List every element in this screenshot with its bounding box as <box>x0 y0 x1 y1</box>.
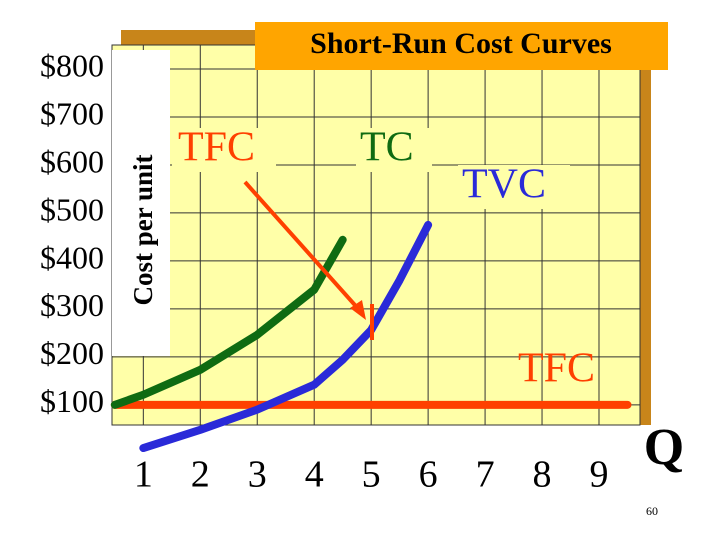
y-tick-label: $800 <box>40 47 104 83</box>
x-tick-label: 4 <box>305 454 324 496</box>
x-tick-label: 7 <box>476 454 495 496</box>
y-tick-label: $700 <box>40 95 104 131</box>
series-line <box>110 235 347 409</box>
x-tick-label: 9 <box>589 454 608 496</box>
y-axis-label: Cost per unit <box>128 154 158 305</box>
x-tick-label: 1 <box>134 454 153 496</box>
y-tick-label: $300 <box>40 287 104 323</box>
label-bg <box>458 165 570 209</box>
title-box <box>255 22 668 70</box>
page-number: 60 <box>646 504 658 518</box>
annotation: TFC <box>178 125 255 171</box>
y-tick-label: $600 <box>40 143 104 179</box>
arrow <box>243 180 364 315</box>
y-tick-label: $500 <box>40 191 104 227</box>
annotation: TC <box>360 125 414 171</box>
series-line <box>139 220 433 453</box>
x-tick-label: 2 <box>191 454 210 496</box>
label-bg <box>356 128 432 172</box>
x-tick-label: 8 <box>533 454 552 496</box>
annotation: TFC <box>518 346 595 392</box>
annotation: TVC <box>462 162 546 208</box>
x-tick-label: 6 <box>419 454 438 496</box>
x-tick-label: 3 <box>248 454 267 496</box>
y-tick-label: $200 <box>40 335 104 371</box>
chart-title: Short-Run Cost Curves <box>310 27 612 60</box>
x-axis-label: Q <box>644 419 684 476</box>
y-tick-label: $100 <box>40 383 104 419</box>
label-bg <box>172 128 276 172</box>
y-tick-label: $400 <box>40 239 104 275</box>
arrow-head <box>350 300 366 320</box>
x-tick-label: 5 <box>362 454 381 496</box>
y-label-box <box>112 50 170 356</box>
